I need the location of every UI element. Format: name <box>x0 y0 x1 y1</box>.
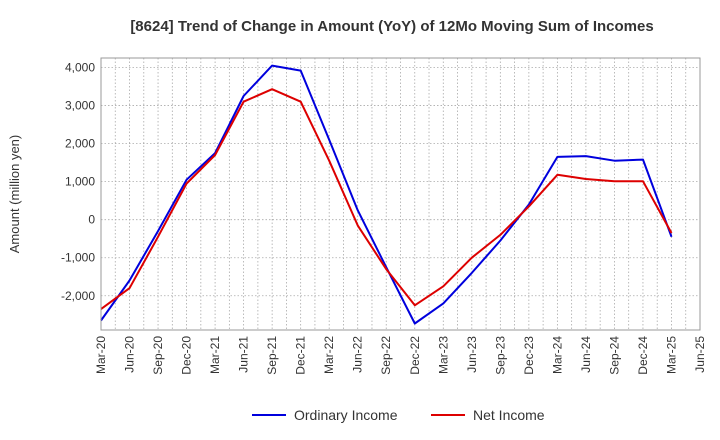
x-tick-label: Mar-20 <box>94 336 108 374</box>
series-layer <box>100 64 673 325</box>
x-tick-label: Sep-20 <box>151 336 165 375</box>
x-tick-label: Sep-22 <box>379 336 393 375</box>
series-line-ordinary-income <box>100 64 673 325</box>
x-tick-label: Sep-24 <box>607 336 621 375</box>
x-tick-label: Sep-21 <box>265 336 279 375</box>
legend-label: Net Income <box>473 407 545 423</box>
x-tick-label: Dec-22 <box>408 336 422 375</box>
chart-title: [8624] Trend of Change in Amount (YoY) o… <box>130 18 653 35</box>
y-tick-label: 0 <box>88 213 95 227</box>
y-tick-labels: -2,000 -1,000 0 1,000 2,000 3,000 4,000 <box>61 61 95 303</box>
x-tick-label: Sep-23 <box>493 336 507 375</box>
x-tick-label: Mar-24 <box>550 336 564 374</box>
y-tick-label: 1,000 <box>65 175 95 189</box>
series-line-net-income <box>100 88 673 310</box>
x-tick-label: Jun-25 <box>693 336 707 373</box>
x-tick-label: Mar-21 <box>208 336 222 374</box>
plot-area <box>101 58 700 330</box>
y-axis-label: Amount (million yen) <box>7 135 22 254</box>
x-tick-label: Jun-21 <box>237 336 251 373</box>
y-tick-label: 2,000 <box>65 137 95 151</box>
x-tick-label: Mar-25 <box>664 336 678 374</box>
legend-label: Ordinary Income <box>294 407 398 423</box>
x-tick-label: Dec-20 <box>180 336 194 375</box>
x-tick-label: Dec-24 <box>636 336 650 375</box>
x-tick-label: Jun-20 <box>123 336 137 373</box>
y-tick-label: -2,000 <box>61 289 95 303</box>
y-tick-label: -1,000 <box>61 251 95 265</box>
x-tick-labels: Mar-20 Jun-20 Sep-20 Dec-20 Mar-21 Jun-21 Sep-… <box>94 336 707 375</box>
legend: Ordinary Income Net Income <box>252 407 545 423</box>
x-tick-label: Jun-24 <box>579 336 593 373</box>
x-tick-label: Mar-23 <box>436 336 450 374</box>
x-tick-label: Dec-23 <box>522 336 536 375</box>
x-tick-label: Jun-22 <box>351 336 365 373</box>
x-tick-label: Dec-21 <box>294 336 308 375</box>
y-tick-label: 3,000 <box>65 99 95 113</box>
x-tick-label: Jun-23 <box>465 336 479 373</box>
plot-border <box>100 57 701 331</box>
x-tick-label: Mar-22 <box>322 336 336 374</box>
y-tick-label: 4,000 <box>65 61 95 75</box>
